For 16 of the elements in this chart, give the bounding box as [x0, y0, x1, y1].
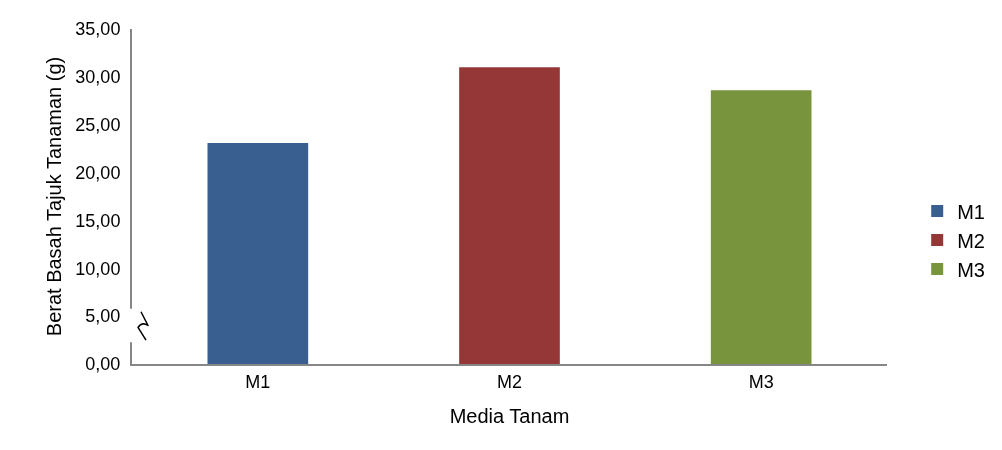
x-tick-label: M3	[748, 371, 774, 392]
x-tick-label: M1	[245, 371, 271, 392]
y-tick-label: 20,00	[75, 162, 121, 183]
y-tick-label: 10,00	[75, 258, 121, 279]
y-tick-label: 30,00	[75, 67, 121, 88]
y-tick-label: 15,00	[75, 210, 121, 231]
legend-label: M2	[957, 229, 985, 252]
x-axis-title: Media Tanam	[449, 404, 570, 427]
legend-label: M3	[957, 258, 985, 281]
legend-label: M1	[957, 200, 985, 223]
y-axis-title: Berat Basah Tajuk Tanaman (g)	[43, 56, 66, 337]
y-tick-label: 5,00	[85, 306, 121, 327]
y-tick-label: 25,00	[75, 115, 121, 136]
y-tick-label: 35,00	[75, 19, 121, 40]
y-tick-label: 0,00	[85, 354, 121, 375]
x-tick-label: M2	[496, 371, 523, 392]
